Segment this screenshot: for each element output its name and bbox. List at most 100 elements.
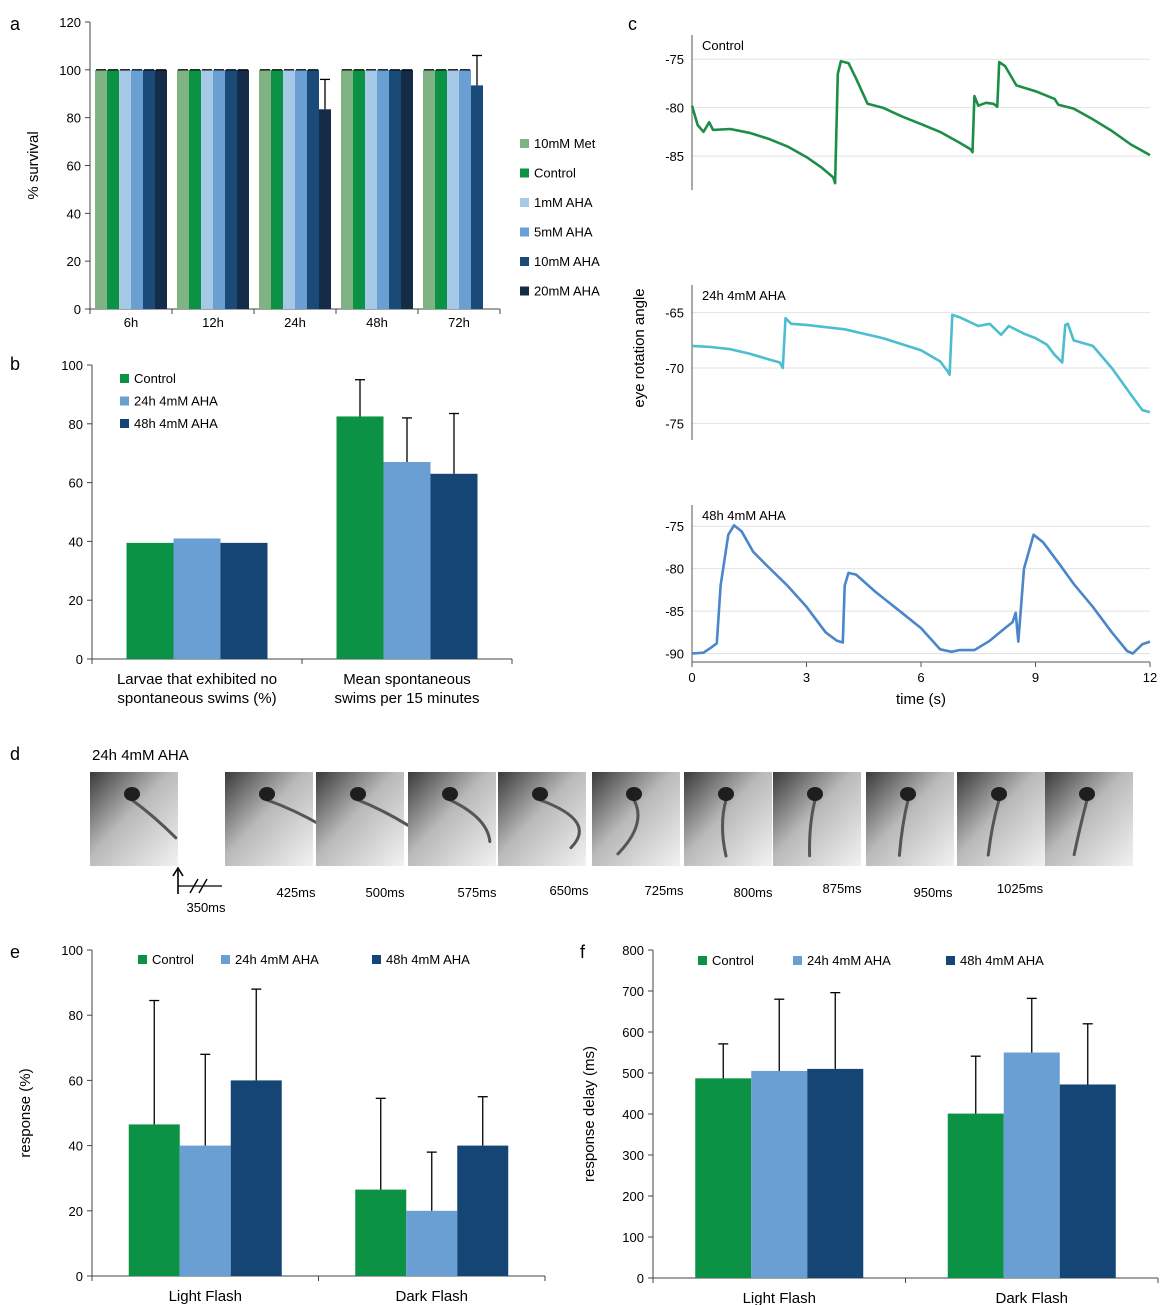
trace-title: 48h 4mM AHA [702,508,786,523]
legend-label: 48h 4mM AHA [386,952,470,967]
break-mark [198,878,208,894]
trace-title: Control [702,38,744,53]
x-category-label: spontaneous swims (%) [117,690,276,707]
frame-time-label: 875ms [822,881,862,896]
bar [319,109,331,309]
panel-label-b: b [10,354,20,374]
bar [401,69,413,309]
panel-a-survival-chart: 0 20 40 60 80 100 120 6h 12h 24h 48h 72h % survival 1… [25,15,600,330]
legend-swatch [698,956,707,965]
y-tick-label: 500 [622,1066,644,1081]
y-tick-label: 800 [622,943,644,958]
bar [471,85,483,309]
film-frame [866,772,954,866]
filmstrip-title: 24h 4mM AHA [92,747,189,764]
y-tick-label: 60 [69,1073,83,1088]
y-tick-label: 100 [59,63,81,78]
bar [695,1078,752,1278]
frame-background [90,772,178,866]
frame-background [316,772,404,866]
larva-head [807,787,823,801]
larva-head [442,787,458,801]
legend-label: 24h 4mM AHA [235,952,319,967]
y-tick-label: 600 [622,1025,644,1040]
bar [341,69,353,309]
y-tick-label: -90 [665,647,684,662]
y-tick-label: 20 [69,593,83,608]
larva-head [900,787,916,801]
legend-label: 24h 4mM AHA [807,953,891,968]
bar [179,1145,231,1276]
x-category-label: Dark Flash [995,1290,1068,1305]
y-tick-label: 400 [622,1107,644,1122]
x-tick-label: 12 [1143,670,1157,685]
panel-label-c: c [628,14,637,34]
bar [430,473,478,659]
frame-background [957,772,1045,866]
x-category-label: 72h [448,315,470,330]
larva-head [532,787,548,801]
x-category-label: Larvae that exhibited no [117,671,277,688]
bar [1003,1052,1060,1278]
x-category-label: swims per 15 minutes [334,690,479,707]
frame-time-label: 425ms [276,885,316,900]
frame-background [225,772,313,866]
bar [143,69,155,309]
y-tick-label: 40 [67,206,81,221]
y-tick-label: -75 [665,416,684,431]
legend-label: 1mM AHA [534,195,593,210]
bar [131,69,143,309]
frame-time-label: 800ms [733,885,773,900]
bar [447,69,459,309]
y-tick-label: -80 [665,562,684,577]
frame-background [408,772,496,866]
break-mark [189,878,199,894]
bar [457,1145,509,1276]
x-category-label: Light Flash [169,1288,242,1305]
bar [126,542,174,659]
y-tick-label: 100 [61,358,83,373]
bar [295,69,307,309]
legend-swatch [520,286,529,296]
panel-e-response-chart: 0 20 40 60 80 100 Light Flash Dark Flash respons… [17,943,546,1305]
bar [383,462,431,659]
y-axis-label: eye rotation angle [631,288,648,407]
bar [751,1070,808,1278]
bar [406,1210,458,1276]
bar [220,542,268,659]
legend-label: 48h 4mM AHA [134,416,218,431]
film-frame [684,772,772,866]
y-tick-label: -75 [665,52,684,67]
larva-tail [130,798,178,840]
y-tick-label: 60 [67,159,81,174]
y-tick-label: 100 [622,1230,644,1245]
bar [177,69,189,309]
y-tick-label: -75 [665,519,684,534]
y-axis-label: % survival [25,131,42,199]
bar [1059,1084,1116,1278]
larva-head [718,787,734,801]
legend-label: Control [152,952,194,967]
x-category-label: 24h [284,315,306,330]
bar [355,1189,407,1276]
legend-swatch [520,139,529,148]
larva-head [1079,787,1095,801]
y-tick-label: 20 [69,1204,83,1219]
bar [95,69,107,309]
y-tick-label: 40 [69,534,83,549]
frame-time-label: 575ms [457,885,497,900]
y-tick-label: -65 [665,306,684,321]
legend-swatch [372,955,381,964]
larva-tail [356,798,413,829]
larva-head [626,787,642,801]
frame-background [866,772,954,866]
start-time-label: 350ms [186,900,226,915]
legend-label: 5mM AHA [534,225,593,240]
bar [283,69,295,309]
legend-swatch [221,955,230,964]
y-tick-label: 700 [622,984,644,999]
legend-swatch [520,198,529,207]
legend-label: 20mM AHA [534,284,600,299]
y-tick-label: 0 [76,1269,83,1284]
